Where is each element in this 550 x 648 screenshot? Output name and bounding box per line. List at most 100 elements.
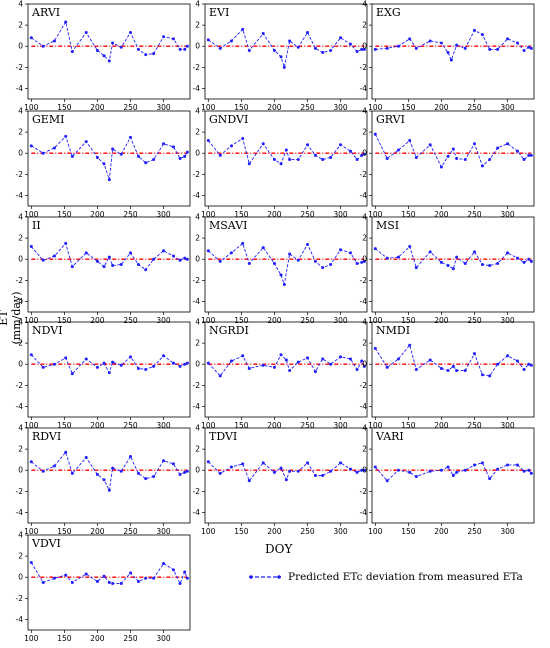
data-point	[414, 46, 418, 50]
y-tick-label: 4	[362, 213, 367, 222]
data-point	[296, 258, 300, 262]
panel-vari: VARI 4 2 0 -2 -4 100 150 200 250 300	[360, 424, 535, 536]
x-tick-label: 100	[24, 316, 39, 325]
data-point	[472, 352, 476, 356]
y-tick-label: 4	[18, 424, 23, 433]
x-tick-label: 300	[500, 316, 515, 325]
data-point	[152, 52, 156, 56]
x-tick-label: 100	[368, 316, 383, 325]
data-point	[136, 154, 140, 158]
x-tick-label: 200	[434, 421, 449, 430]
y-tick-label: 0	[195, 466, 200, 475]
data-point	[296, 45, 300, 49]
y-tick-label: -4	[360, 297, 368, 306]
data-point	[241, 241, 245, 245]
y-tick-label: 2	[362, 234, 367, 243]
legend-label: Predicted ETc deviation from measured ET…	[288, 571, 523, 583]
data-point	[279, 162, 283, 166]
y-tick-label: -4	[193, 297, 201, 306]
x-tick-label: 250	[123, 527, 138, 536]
panel-frame	[27, 216, 191, 313]
data-point	[515, 149, 519, 153]
x-tick-label: 250	[300, 316, 315, 325]
x-tick-label: 200	[267, 421, 282, 430]
data-point	[339, 248, 343, 252]
y-tick-label: 4	[362, 0, 367, 9]
data-point	[373, 247, 377, 251]
data-point	[41, 151, 45, 155]
data-point	[282, 283, 286, 287]
data-point	[288, 158, 292, 162]
y-tick-label: -4	[193, 508, 201, 517]
data-point	[162, 354, 166, 358]
data-point	[396, 255, 400, 259]
panel-frame	[371, 321, 535, 418]
y-tick-label: -4	[193, 84, 201, 93]
data-point	[396, 44, 400, 48]
data-point	[261, 461, 265, 465]
y-tick-label: 4	[18, 0, 23, 9]
y-tick-label: 2	[18, 128, 23, 137]
y-tick-label: -2	[193, 381, 201, 390]
panel-title: GNDVI	[209, 113, 248, 126]
x-tick-label: 300	[333, 527, 348, 536]
x-tick-label: 150	[57, 634, 72, 643]
x-tick-label: 300	[333, 210, 348, 219]
data-point	[428, 143, 432, 147]
y-tick-label: -4	[360, 191, 368, 200]
data-point	[463, 158, 467, 162]
panel-title: EVI	[209, 6, 229, 19]
series-line	[30, 562, 188, 585]
y-tick-label: -2	[193, 170, 201, 179]
data-point	[144, 53, 148, 57]
data-point	[29, 144, 33, 148]
x-tick-label: 150	[401, 421, 416, 430]
data-point	[261, 32, 265, 36]
x-tick-label: 150	[57, 527, 72, 536]
data-point	[64, 20, 68, 24]
data-point	[29, 353, 33, 357]
data-point	[284, 478, 288, 482]
data-point	[296, 158, 300, 162]
data-point	[52, 254, 56, 258]
panel-title: TDVI	[209, 430, 237, 443]
data-point	[128, 251, 132, 255]
panel-vdvi: VDVI 4 2 0 -2 -4 100 150 200 250 300	[16, 531, 191, 643]
panel-gndvi: GNDVI 4 2 0 -2 -4 100 150 200 250 300	[193, 107, 368, 219]
series-line	[375, 29, 532, 62]
y-tick-label: 2	[195, 21, 200, 30]
x-tick-label: 100	[368, 210, 383, 219]
x-tick-label: 250	[123, 316, 138, 325]
x-tick-label: 200	[434, 316, 449, 325]
data-point	[218, 46, 222, 50]
data-point	[472, 142, 476, 146]
y-tick-label: 4	[195, 318, 200, 327]
data-point	[171, 462, 175, 466]
data-point	[428, 469, 432, 473]
x-tick-label: 300	[333, 421, 348, 430]
data-point	[171, 361, 175, 365]
data-point	[522, 469, 526, 473]
data-point	[70, 50, 74, 53]
data-point	[84, 251, 88, 255]
data-point	[329, 263, 333, 266]
x-tick-label: 300	[500, 103, 515, 112]
data-point	[506, 251, 510, 255]
x-tick-label: 100	[201, 527, 216, 536]
data-point	[70, 471, 74, 475]
y-tick-label: 0	[18, 360, 23, 369]
data-point	[70, 372, 74, 376]
data-point	[439, 468, 443, 472]
data-point	[241, 27, 245, 31]
data-point	[348, 467, 352, 471]
y-tick-label: 0	[362, 255, 367, 264]
data-point	[480, 373, 484, 377]
data-point	[128, 355, 132, 359]
data-point	[41, 44, 45, 48]
data-point	[339, 461, 343, 465]
x-tick-label: 250	[300, 421, 315, 430]
data-point	[185, 361, 189, 365]
data-point	[136, 47, 140, 51]
data-point	[288, 469, 292, 473]
data-point	[339, 36, 343, 40]
